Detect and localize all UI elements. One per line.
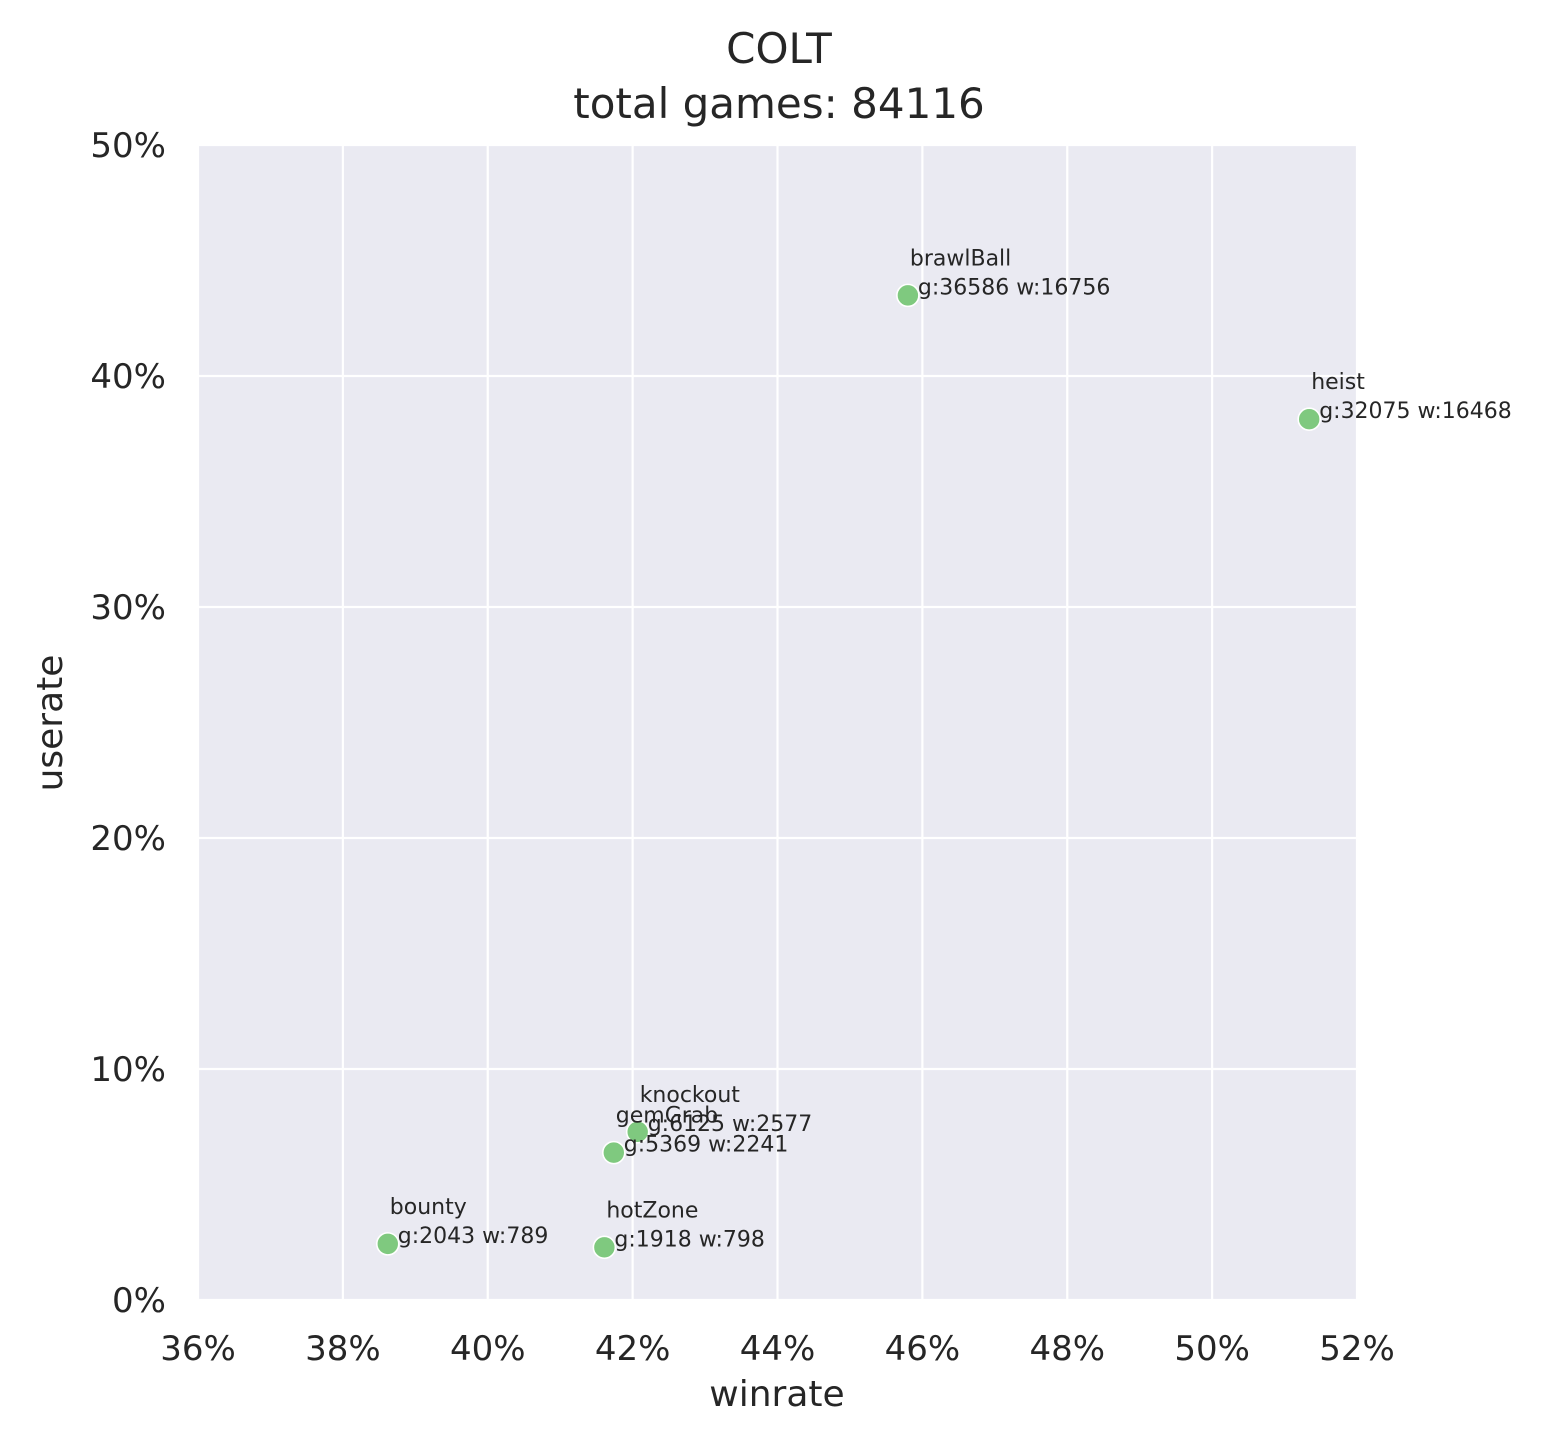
chart-title: COLT — [726, 24, 832, 73]
x-tick-label: 50% — [1174, 1329, 1250, 1369]
point-label-stats: g:6125 w:2577 — [648, 1112, 813, 1137]
data-point-hotZone — [592, 1235, 617, 1260]
x-tick-label: 44% — [740, 1329, 816, 1369]
x-axis-ticks: 36% 38% 40% 42% 44% 46% 48% 50% 52% — [160, 1329, 1395, 1369]
point-label-name: bounty — [390, 1195, 467, 1220]
point-label-name: gemGrab — [616, 1104, 718, 1129]
y-tick-label: 10% — [90, 1050, 166, 1090]
point-label-name: knockout — [640, 1083, 741, 1108]
y-tick-label: 50% — [90, 126, 166, 166]
point-label-name: hotZone — [606, 1198, 698, 1223]
point-label-stats: g:2043 w:789 — [398, 1224, 549, 1249]
y-axis-label: userate — [30, 655, 71, 792]
point-label-name: brawlBall — [910, 246, 1011, 271]
y-axis-ticks: 0% 10% 20% 30% 40% 50% — [90, 126, 166, 1321]
y-tick-label: 20% — [90, 819, 166, 859]
data-point-knockout — [625, 1120, 650, 1144]
data-point-brawlBall — [896, 283, 920, 308]
x-tick-label: 52% — [1319, 1329, 1395, 1369]
x-tick-label: 38% — [305, 1329, 381, 1369]
chart-subtitle: total games: 84116 — [573, 79, 985, 128]
y-tick-label: 30% — [90, 588, 166, 628]
data-point-bounty — [375, 1232, 400, 1256]
point-annotations: brawlBall g:36586 w:16756 heist g:32075 w:1… — [390, 246, 1512, 1252]
y-tick-label: 40% — [90, 357, 166, 397]
x-tick-label: 42% — [595, 1329, 671, 1369]
x-tick-label: 46% — [885, 1329, 961, 1369]
x-tick-label: 36% — [160, 1329, 236, 1369]
x-axis-label: winrate — [709, 1374, 844, 1415]
point-label-stats: g:36586 w:16756 — [918, 275, 1111, 300]
x-tick-label: 48% — [1029, 1329, 1105, 1369]
data-points — [375, 283, 1321, 1260]
point-label-stats: g:1918 w:798 — [614, 1227, 765, 1252]
data-point-heist — [1297, 407, 1321, 431]
point-label-stats: g:5369 w:2241 — [624, 1133, 789, 1158]
point-label-stats: g:32075 w:16468 — [1319, 399, 1512, 424]
point-label-name: heist — [1311, 370, 1365, 395]
x-tick-label: 40% — [450, 1329, 526, 1369]
y-tick-label: 0% — [112, 1281, 166, 1321]
grid-lines — [196, 143, 1359, 1302]
data-point-gemGrab — [601, 1140, 626, 1165]
